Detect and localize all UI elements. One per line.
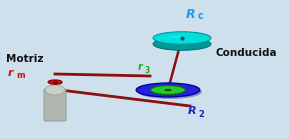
Ellipse shape bbox=[165, 89, 171, 91]
Text: R: R bbox=[186, 8, 196, 21]
Text: r: r bbox=[8, 68, 14, 78]
Ellipse shape bbox=[153, 38, 211, 50]
Text: Motriz: Motriz bbox=[6, 54, 44, 64]
Text: c: c bbox=[198, 11, 204, 21]
Ellipse shape bbox=[48, 80, 62, 84]
Text: 3: 3 bbox=[145, 66, 150, 75]
Text: r: r bbox=[138, 62, 143, 72]
Text: R: R bbox=[188, 106, 197, 116]
Text: Conducida: Conducida bbox=[216, 48, 278, 58]
Ellipse shape bbox=[153, 32, 211, 44]
Text: m: m bbox=[16, 71, 25, 80]
Ellipse shape bbox=[136, 83, 200, 97]
Ellipse shape bbox=[138, 85, 202, 99]
Ellipse shape bbox=[49, 81, 63, 85]
Text: 2: 2 bbox=[198, 110, 204, 119]
Ellipse shape bbox=[151, 85, 185, 95]
FancyBboxPatch shape bbox=[44, 89, 66, 121]
Ellipse shape bbox=[168, 35, 185, 38]
Ellipse shape bbox=[45, 85, 65, 95]
